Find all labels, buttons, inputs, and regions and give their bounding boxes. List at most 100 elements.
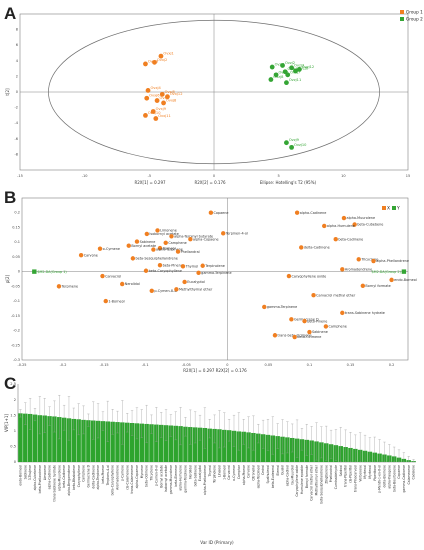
loading-y-tick-label: -0.25 (11, 343, 20, 347)
vip-category-label: Caryophyllene oxide (295, 465, 299, 497)
loading-point-label: beta-Ocimene (297, 335, 321, 339)
vip-bar (241, 431, 246, 462)
vip-category-label: tau-Muurolol (290, 465, 294, 485)
loading-point-label: Nerolidol (125, 282, 140, 286)
loading-point-x (157, 245, 163, 251)
loading-point-x (356, 257, 361, 262)
score-point (284, 140, 289, 146)
loading-point-label: Thymol (185, 265, 199, 269)
score-point-label: Ovzj8 (273, 75, 284, 79)
vip-category-label: alpha-Pinene (242, 465, 246, 485)
loading-point-label: Phellandral (181, 250, 200, 254)
score-y-tick-label: -6 (15, 137, 19, 141)
loading-point-label: Terpinolene (204, 264, 225, 268)
vip-bar (139, 423, 144, 462)
score-point-label: Ovzj10 (294, 143, 307, 147)
loading-point-x (175, 249, 181, 254)
vip-bar (188, 427, 193, 462)
loading-point-label: Bornyl acetate (131, 244, 156, 248)
loading-point-x (130, 256, 136, 261)
vip-category-label: Carvone (247, 465, 251, 478)
vip-category-label: Nerolidol (188, 465, 192, 479)
loading-point-label: Camphene (168, 241, 186, 245)
loading-y-tick-label: 0 (18, 270, 20, 274)
vip-bar (86, 420, 91, 462)
loading-point-x (292, 334, 297, 340)
loading-point-label: beta-Pinene (307, 319, 327, 323)
vip-bar (163, 425, 169, 462)
score-point (153, 116, 159, 121)
loading-point-x (78, 252, 84, 258)
vip-bar (42, 415, 47, 462)
vip-bar (76, 419, 81, 462)
vip-bar (32, 414, 38, 462)
score-point-label: Ovxj12 (170, 92, 183, 96)
hotelling-ellipse (48, 19, 380, 165)
vip-category-label: beta-Phellandrene (38, 465, 42, 493)
loading-x-tick-label: 0.05 (264, 363, 272, 367)
vip-category-label: Cadalene (412, 465, 416, 480)
vip-bar (47, 416, 52, 462)
legend-swatch-group-1 (400, 10, 404, 14)
vip-y-tick-label: 0 (14, 460, 17, 464)
vip-bar (100, 421, 106, 462)
vip-bar (81, 419, 86, 462)
loading-point-x (289, 317, 294, 322)
vip-category-label: Thymol (208, 465, 212, 478)
loading-y-tick-label: 0.1 (14, 240, 20, 244)
vip-y-tick-label: 1 (14, 429, 16, 433)
vip-category-label: Germacrene D (86, 464, 90, 487)
vip-category-label: Methylthymyl ether (315, 464, 319, 495)
score-y-tick-label: -8 (15, 152, 19, 156)
loading-x-tick-label: -0.05 (182, 363, 191, 367)
score-x-tick-label: -10 (82, 174, 88, 178)
loading-point-label: trans-Sabinene hydrate (345, 311, 385, 315)
vip-bar (197, 427, 203, 462)
loading-y-tick-label: -0.2 (13, 329, 20, 333)
vip-bar (27, 413, 33, 462)
loading-point-x (103, 298, 108, 304)
score-x-tick-label: 15 (406, 174, 410, 178)
loading-point-label: o-Cymene (103, 247, 120, 251)
vip-category-label: Carvacrol methyl ether (310, 464, 314, 500)
loading-point-x (200, 263, 205, 268)
score-point-label: Ovxj5 (165, 90, 175, 94)
score-point (143, 61, 148, 67)
score-point (165, 94, 170, 100)
score-point-label: Ovzj2 (285, 61, 295, 65)
loading-x-axis-label: R2X[1] = 0.297 R2X[2] = 0.176 (183, 368, 247, 373)
loading-x-tick-label: -0.1 (142, 363, 149, 367)
loading-point-x (208, 210, 214, 215)
vip-bar (226, 430, 232, 462)
score-y-tick-label: 8 (16, 28, 18, 32)
vip-category-label: Carvacrol (227, 465, 231, 480)
vip-category-label: beta-Bourbonene (392, 465, 396, 492)
vip-category-label: Verbenone (358, 465, 362, 482)
vip-category-label: Myrtenal (363, 465, 367, 479)
loading-point-label: Methylthymyl ether (179, 288, 213, 292)
vip-category-label: Eucalyptol (198, 465, 202, 481)
vip-category-label: Linalool (218, 465, 222, 477)
loading-point-label: alpha-Terpinyl butyrate (174, 234, 213, 238)
vip-category-label: alpha-Cubebene (33, 465, 37, 491)
loading-point-label: alpha-Humulene (327, 224, 355, 228)
score-point-label: Ovzj1 (275, 63, 285, 67)
vip-category-label: beta-Elemene (174, 465, 178, 487)
legend-label-group-1: Group 1 (406, 10, 423, 15)
score-y-tick-label: 0 (16, 90, 18, 94)
loading-point-x (272, 333, 278, 338)
vip-category-label: p-Cymene (120, 465, 124, 481)
score-x-tick-label: -15 (17, 174, 23, 178)
vip-bar (124, 422, 130, 462)
vip-category-label: gamma-Cadinene (402, 465, 406, 493)
loading-point-label: Isobornyl acetate (149, 232, 178, 236)
vip-category-label: p-Menth-1-en-8-ol (378, 465, 382, 493)
vip-category-label: cis-Piperitol (349, 465, 353, 483)
loading-point-label: Bornyl formate (365, 284, 390, 288)
vip-category-label: 3-Thujene (28, 465, 32, 480)
vip-category-label: alpha-Terpinene (96, 465, 100, 490)
vip-category-label: alpha-Phellandrene (203, 465, 207, 495)
loading-point-x (100, 273, 105, 279)
vip-category-label: Spathulenol (266, 465, 270, 484)
vip-bar (299, 439, 305, 462)
